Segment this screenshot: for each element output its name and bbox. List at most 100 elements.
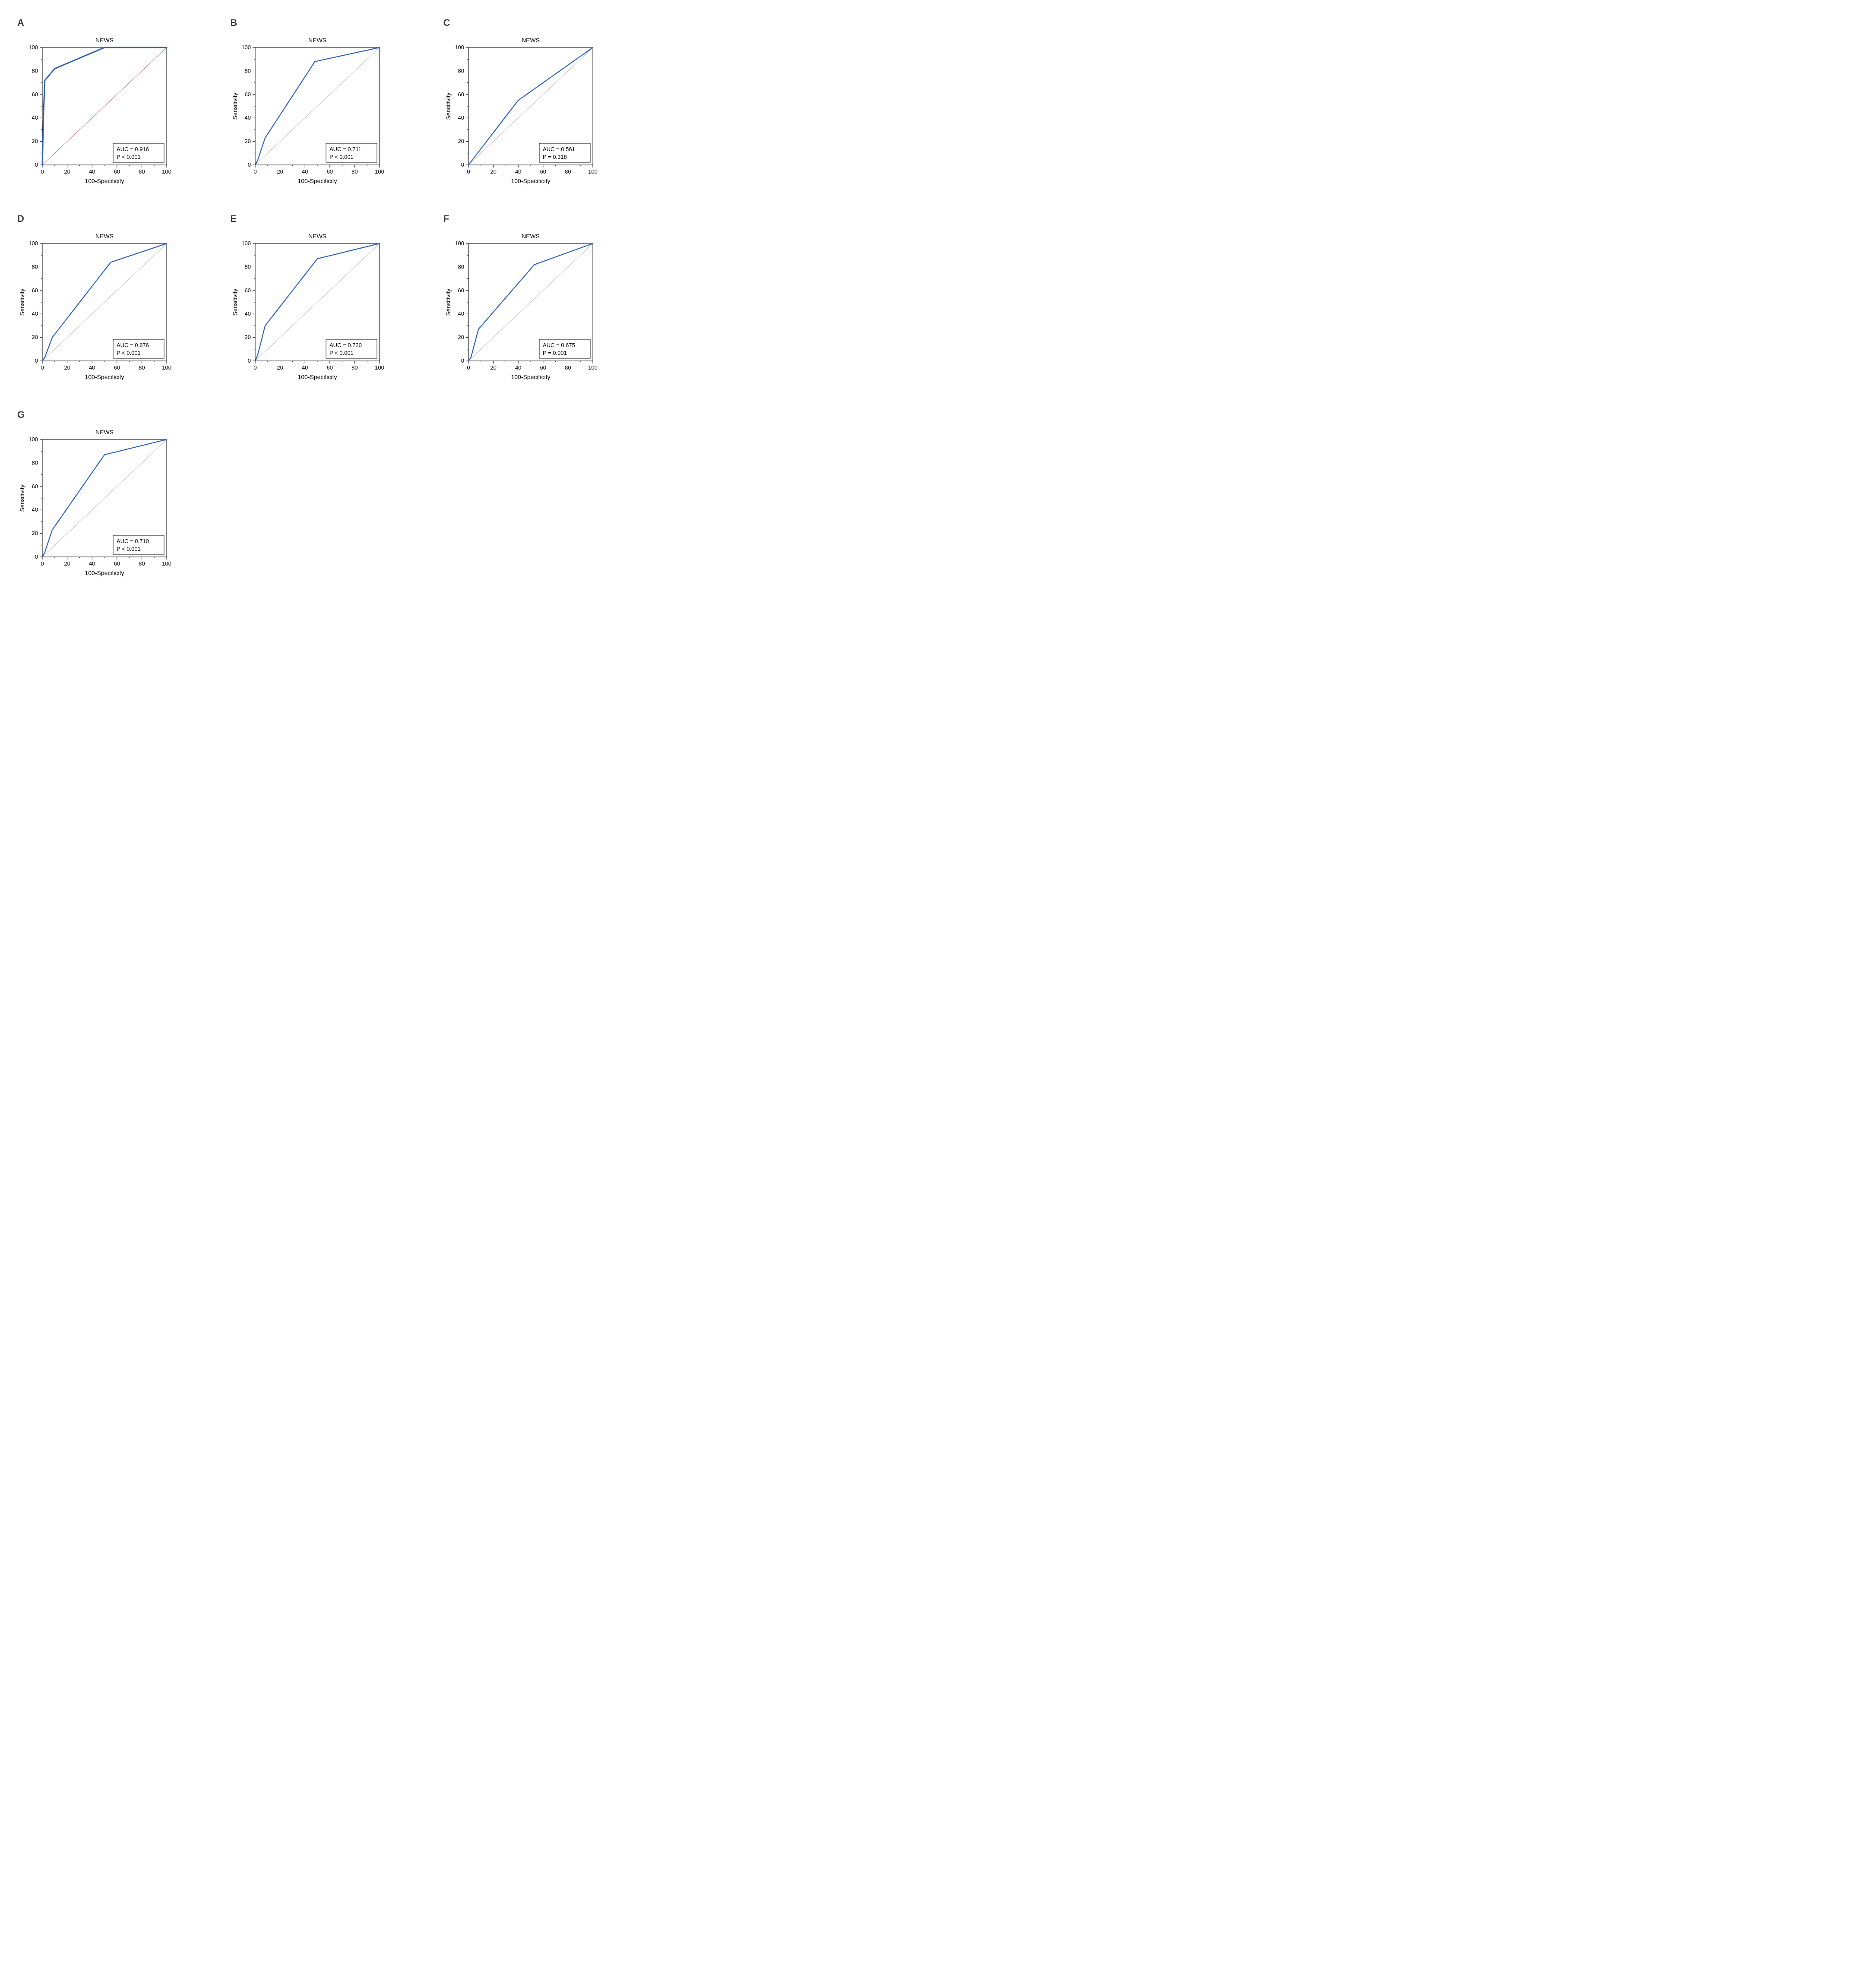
x-axis-label: 100-Specificity — [85, 177, 124, 184]
chart-title: NEWS — [522, 233, 540, 240]
p-text: P = 0.001 — [543, 350, 567, 356]
y-axis-label: Sensitivity — [445, 92, 452, 120]
x-axis-label: 100-Specificity — [298, 373, 337, 380]
svg-text:100: 100 — [455, 44, 464, 51]
svg-text:60: 60 — [327, 364, 333, 371]
svg-text:80: 80 — [351, 364, 358, 371]
x-axis-label: 100-Specificity — [298, 177, 337, 184]
x-axis-label: 100-Specificity — [511, 373, 550, 380]
panel-D: DNEWS020406080100020406080100100-Specifi… — [17, 213, 196, 383]
svg-text:80: 80 — [565, 168, 571, 175]
svg-text:60: 60 — [32, 287, 38, 294]
svg-text:100: 100 — [28, 44, 38, 51]
svg-text:40: 40 — [302, 168, 308, 175]
svg-text:20: 20 — [245, 334, 251, 341]
roc-chart: NEWS020406080100020406080100100-Specific… — [17, 32, 173, 187]
roc-chart: NEWS020406080100020406080100100-Specific… — [443, 228, 599, 383]
svg-text:80: 80 — [139, 364, 145, 371]
panel-A: ANEWS020406080100020406080100100-Specifi… — [17, 17, 196, 187]
svg-text:0: 0 — [461, 161, 464, 168]
panel-letter: G — [17, 409, 196, 420]
svg-text:0: 0 — [248, 161, 251, 168]
svg-text:20: 20 — [32, 334, 38, 341]
panel-letter: D — [17, 213, 196, 224]
y-axis-label: Sensitivity — [19, 288, 25, 316]
chart-title: NEWS — [95, 233, 114, 240]
auc-text: AUC = 0.675 — [543, 342, 575, 348]
svg-text:0: 0 — [461, 357, 464, 364]
svg-text:20: 20 — [490, 168, 496, 175]
svg-text:80: 80 — [351, 168, 358, 175]
svg-text:80: 80 — [458, 67, 464, 74]
x-axis-label: 100-Specificity — [511, 177, 550, 184]
y-axis-label: Sensitivity — [445, 288, 452, 316]
svg-text:40: 40 — [89, 168, 95, 175]
svg-text:100: 100 — [28, 436, 38, 442]
roc-chart: NEWS020406080100020406080100100-Specific… — [17, 228, 173, 383]
y-axis-label: Sensitivity — [19, 484, 25, 512]
svg-text:60: 60 — [540, 168, 546, 175]
chart-title: NEWS — [95, 37, 114, 44]
svg-text:60: 60 — [458, 287, 464, 294]
auc-text: AUC = 0.711 — [329, 146, 361, 152]
svg-text:80: 80 — [245, 263, 251, 270]
y-axis-label: Sensitivity — [231, 92, 238, 120]
svg-text:20: 20 — [245, 138, 251, 145]
svg-text:100: 100 — [588, 364, 598, 371]
svg-text:20: 20 — [277, 364, 283, 371]
svg-text:0: 0 — [467, 364, 470, 371]
svg-text:20: 20 — [32, 530, 38, 537]
svg-text:0: 0 — [41, 364, 44, 371]
p-text: P < 0.001 — [117, 154, 141, 160]
svg-text:60: 60 — [114, 560, 120, 567]
roc-chart: NEWS020406080100020406080100100-Specific… — [443, 32, 599, 187]
svg-text:0: 0 — [41, 560, 44, 567]
svg-text:0: 0 — [254, 168, 257, 175]
chart-title: NEWS — [522, 37, 540, 44]
svg-text:100: 100 — [588, 168, 598, 175]
svg-text:100: 100 — [162, 560, 171, 567]
chart-title: NEWS — [308, 37, 326, 44]
svg-text:60: 60 — [114, 364, 120, 371]
svg-text:0: 0 — [467, 168, 470, 175]
svg-text:100: 100 — [28, 240, 38, 247]
panel-E: ENEWS020406080100020406080100100-Specifi… — [230, 213, 408, 383]
svg-text:0: 0 — [35, 357, 38, 364]
svg-text:40: 40 — [32, 114, 38, 121]
svg-text:40: 40 — [515, 364, 521, 371]
auc-text: AUC = 0.561 — [543, 146, 575, 152]
svg-text:40: 40 — [89, 560, 95, 567]
panel-B: BNEWS020406080100020406080100100-Specifi… — [230, 17, 408, 187]
svg-text:80: 80 — [32, 67, 38, 74]
svg-text:0: 0 — [35, 553, 38, 560]
svg-text:80: 80 — [565, 364, 571, 371]
chart-title: NEWS — [308, 233, 326, 240]
svg-text:100: 100 — [455, 240, 464, 247]
svg-text:100: 100 — [162, 364, 171, 371]
roc-chart: NEWS020406080100020406080100100-Specific… — [230, 228, 386, 383]
x-axis-label: 100-Specificity — [85, 569, 124, 576]
svg-text:100: 100 — [162, 168, 171, 175]
panel-letter: F — [443, 213, 622, 224]
panel-letter: A — [17, 17, 196, 28]
svg-text:100: 100 — [375, 168, 384, 175]
svg-text:80: 80 — [245, 67, 251, 74]
roc-chart: NEWS020406080100020406080100100-Specific… — [230, 32, 386, 187]
svg-text:60: 60 — [245, 91, 251, 98]
svg-text:60: 60 — [32, 483, 38, 490]
svg-text:20: 20 — [64, 364, 70, 371]
svg-text:40: 40 — [458, 310, 464, 317]
p-text: P < 0.001 — [329, 154, 354, 160]
panel-G: GNEWS020406080100020406080100100-Specifi… — [17, 409, 196, 579]
svg-text:20: 20 — [490, 364, 496, 371]
p-text: P < 0.001 — [329, 350, 354, 356]
svg-text:80: 80 — [139, 168, 145, 175]
svg-text:60: 60 — [458, 91, 464, 98]
svg-text:40: 40 — [32, 506, 38, 513]
panel-F: FNEWS020406080100020406080100100-Specifi… — [443, 213, 622, 383]
svg-text:80: 80 — [32, 459, 38, 466]
svg-text:60: 60 — [327, 168, 333, 175]
svg-text:60: 60 — [114, 168, 120, 175]
svg-text:0: 0 — [35, 161, 38, 168]
svg-text:40: 40 — [458, 114, 464, 121]
